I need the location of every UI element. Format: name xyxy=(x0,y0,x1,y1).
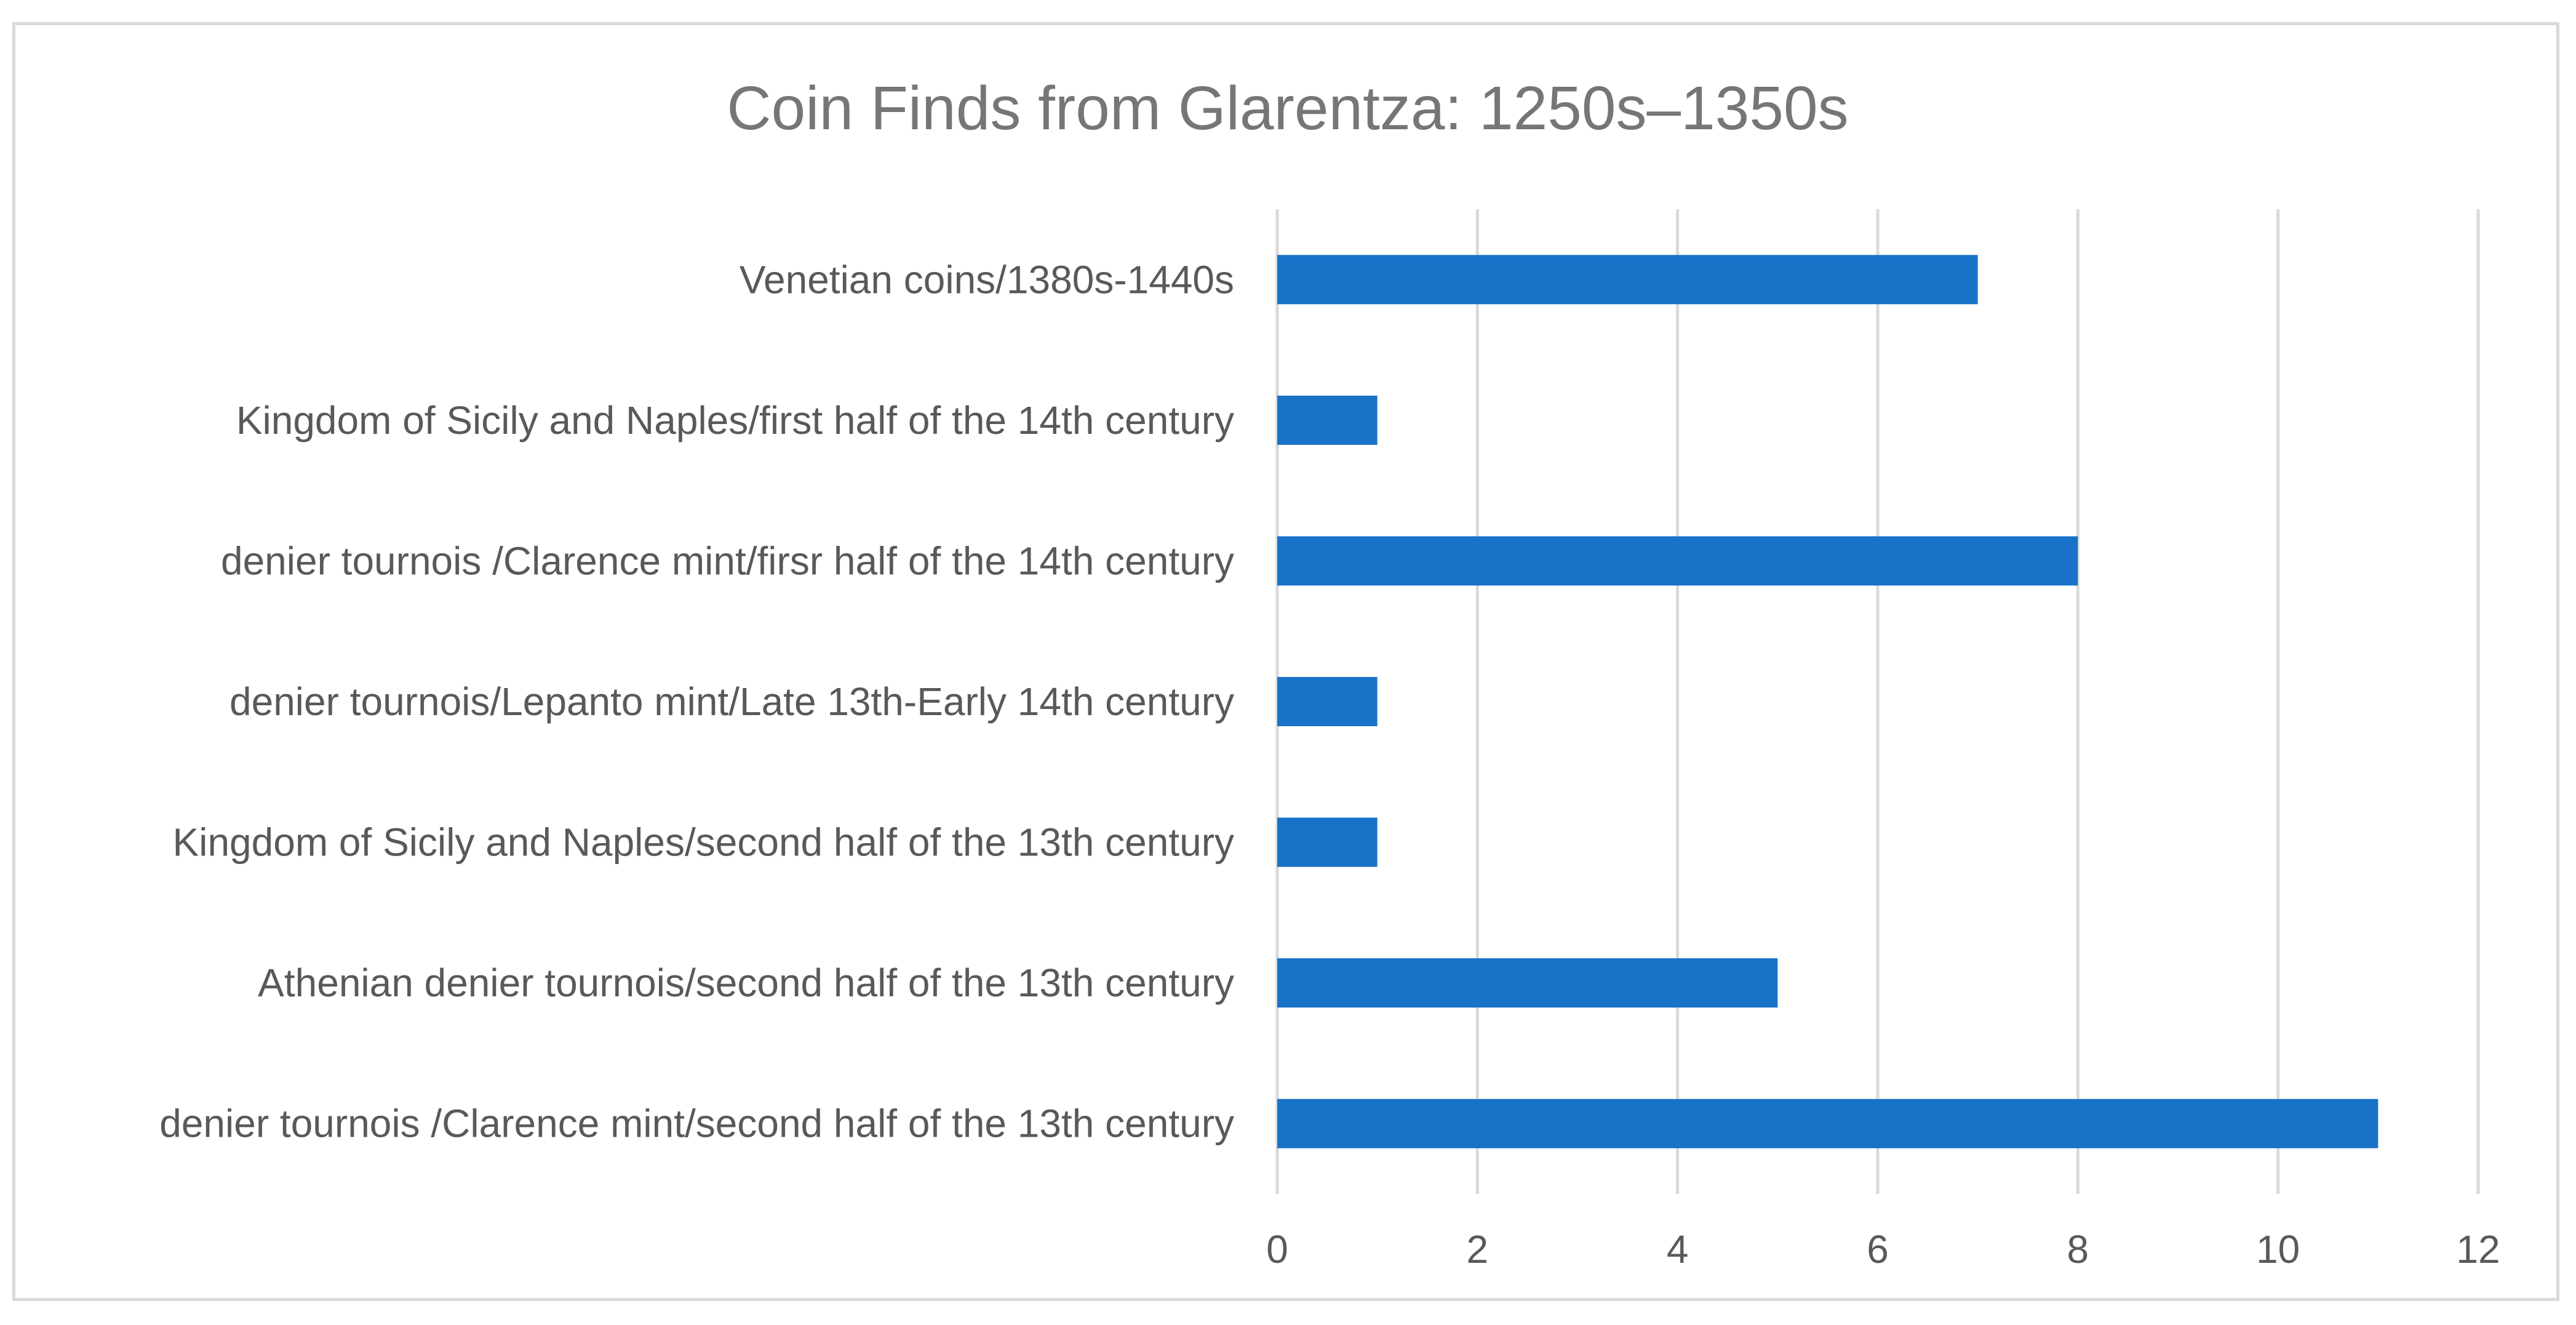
category-labels: Venetian coins/1380s-1440s Kingdom of Sic… xyxy=(159,257,1234,1145)
category-label: denier tournois /Clarence mint/second ha… xyxy=(159,1102,1234,1146)
x-tick-label: 2 xyxy=(1467,1227,1489,1271)
category-label: Kingdom of Sicily and Naples/second half… xyxy=(173,820,1234,865)
x-tick-label: 0 xyxy=(1266,1227,1288,1271)
bar xyxy=(1277,958,1778,1008)
gridlines xyxy=(1275,209,2480,1194)
bar xyxy=(1277,395,1378,445)
chart-title: Coin Finds from Glarentza: 1250s–1350s xyxy=(727,74,1848,143)
x-tick-label: 10 xyxy=(2256,1227,2300,1271)
x-tick-label: 4 xyxy=(1667,1227,1689,1271)
category-label: denier tournois/Lepanto mint/Late 13th-E… xyxy=(229,679,1234,724)
x-tick-label: 6 xyxy=(1867,1227,1889,1271)
bars xyxy=(1277,255,2379,1148)
bar xyxy=(1277,536,2078,586)
bar xyxy=(1277,1099,2379,1148)
category-label: Kingdom of Sicily and Naples/first half … xyxy=(236,398,1234,442)
x-tick-label: 12 xyxy=(2456,1227,2500,1271)
bar xyxy=(1277,255,1978,305)
category-label: Venetian coins/1380s-1440s xyxy=(740,257,1234,302)
chart-frame xyxy=(12,22,2559,1301)
x-axis-tick-labels: 0 2 4 6 8 10 12 xyxy=(1266,1227,2500,1271)
category-label: denier tournois /Clarence mint/firsr hal… xyxy=(221,538,1234,583)
x-tick-label: 8 xyxy=(2067,1227,2089,1271)
bar xyxy=(1277,817,1378,867)
bar xyxy=(1277,677,1378,726)
category-label: Athenian denier tournois/second half of … xyxy=(258,961,1234,1005)
